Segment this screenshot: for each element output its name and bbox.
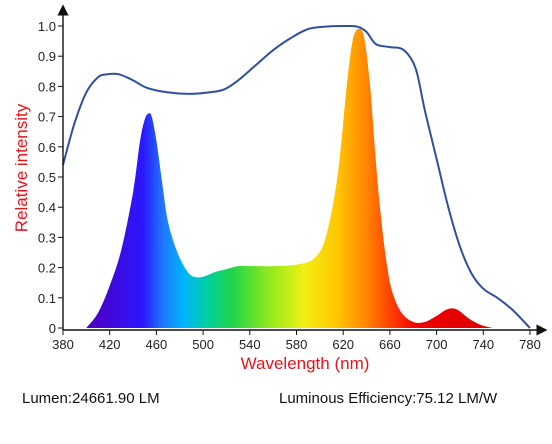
x-tick-label: 380 <box>52 337 74 352</box>
y-axis-label: Relative intensity <box>12 103 31 232</box>
y-tick-label: 0 <box>49 321 56 336</box>
x-tick-label: 660 <box>379 337 401 352</box>
x-tick-label: 420 <box>99 337 121 352</box>
y-tick-label: 0.1 <box>38 291 56 306</box>
x-tick-label: 500 <box>192 337 214 352</box>
y-tick-label: 0.6 <box>38 140 56 155</box>
spectrum-area <box>86 28 493 328</box>
y-tick-label: 0.8 <box>38 79 56 94</box>
y-tick-label: 0.3 <box>38 230 56 245</box>
x-tick-label: 620 <box>332 337 354 352</box>
x-axis-label: Wavelength (nm) <box>241 354 370 373</box>
outline-curve <box>62 24 531 329</box>
y-tick-label: 0.2 <box>38 261 56 276</box>
luminous-efficiency-readout: Luminous Efficiency:75.12 LM/W <box>279 390 498 407</box>
y-tick-label: 0.4 <box>38 200 56 215</box>
x-tick-label: 540 <box>239 337 261 352</box>
x-tick-label: 580 <box>286 337 308 352</box>
x-tick-label: 740 <box>472 337 494 352</box>
x-tick-label: 780 <box>519 337 541 352</box>
y-tick-label: 1.0 <box>38 19 56 34</box>
y-tick-label: 0.7 <box>38 110 56 125</box>
lumen-readout: Lumen:24661.90 LM <box>22 390 160 407</box>
y-tick-label: 0.5 <box>38 170 56 185</box>
x-tick-label: 700 <box>426 337 448 352</box>
x-tick-label: 460 <box>146 337 168 352</box>
y-tick-label: 0.9 <box>38 49 56 64</box>
spectrum-chart: 380 420 460 500 540 580 620 660 700 740 780 0 0.1 0.2… <box>12 4 548 373</box>
